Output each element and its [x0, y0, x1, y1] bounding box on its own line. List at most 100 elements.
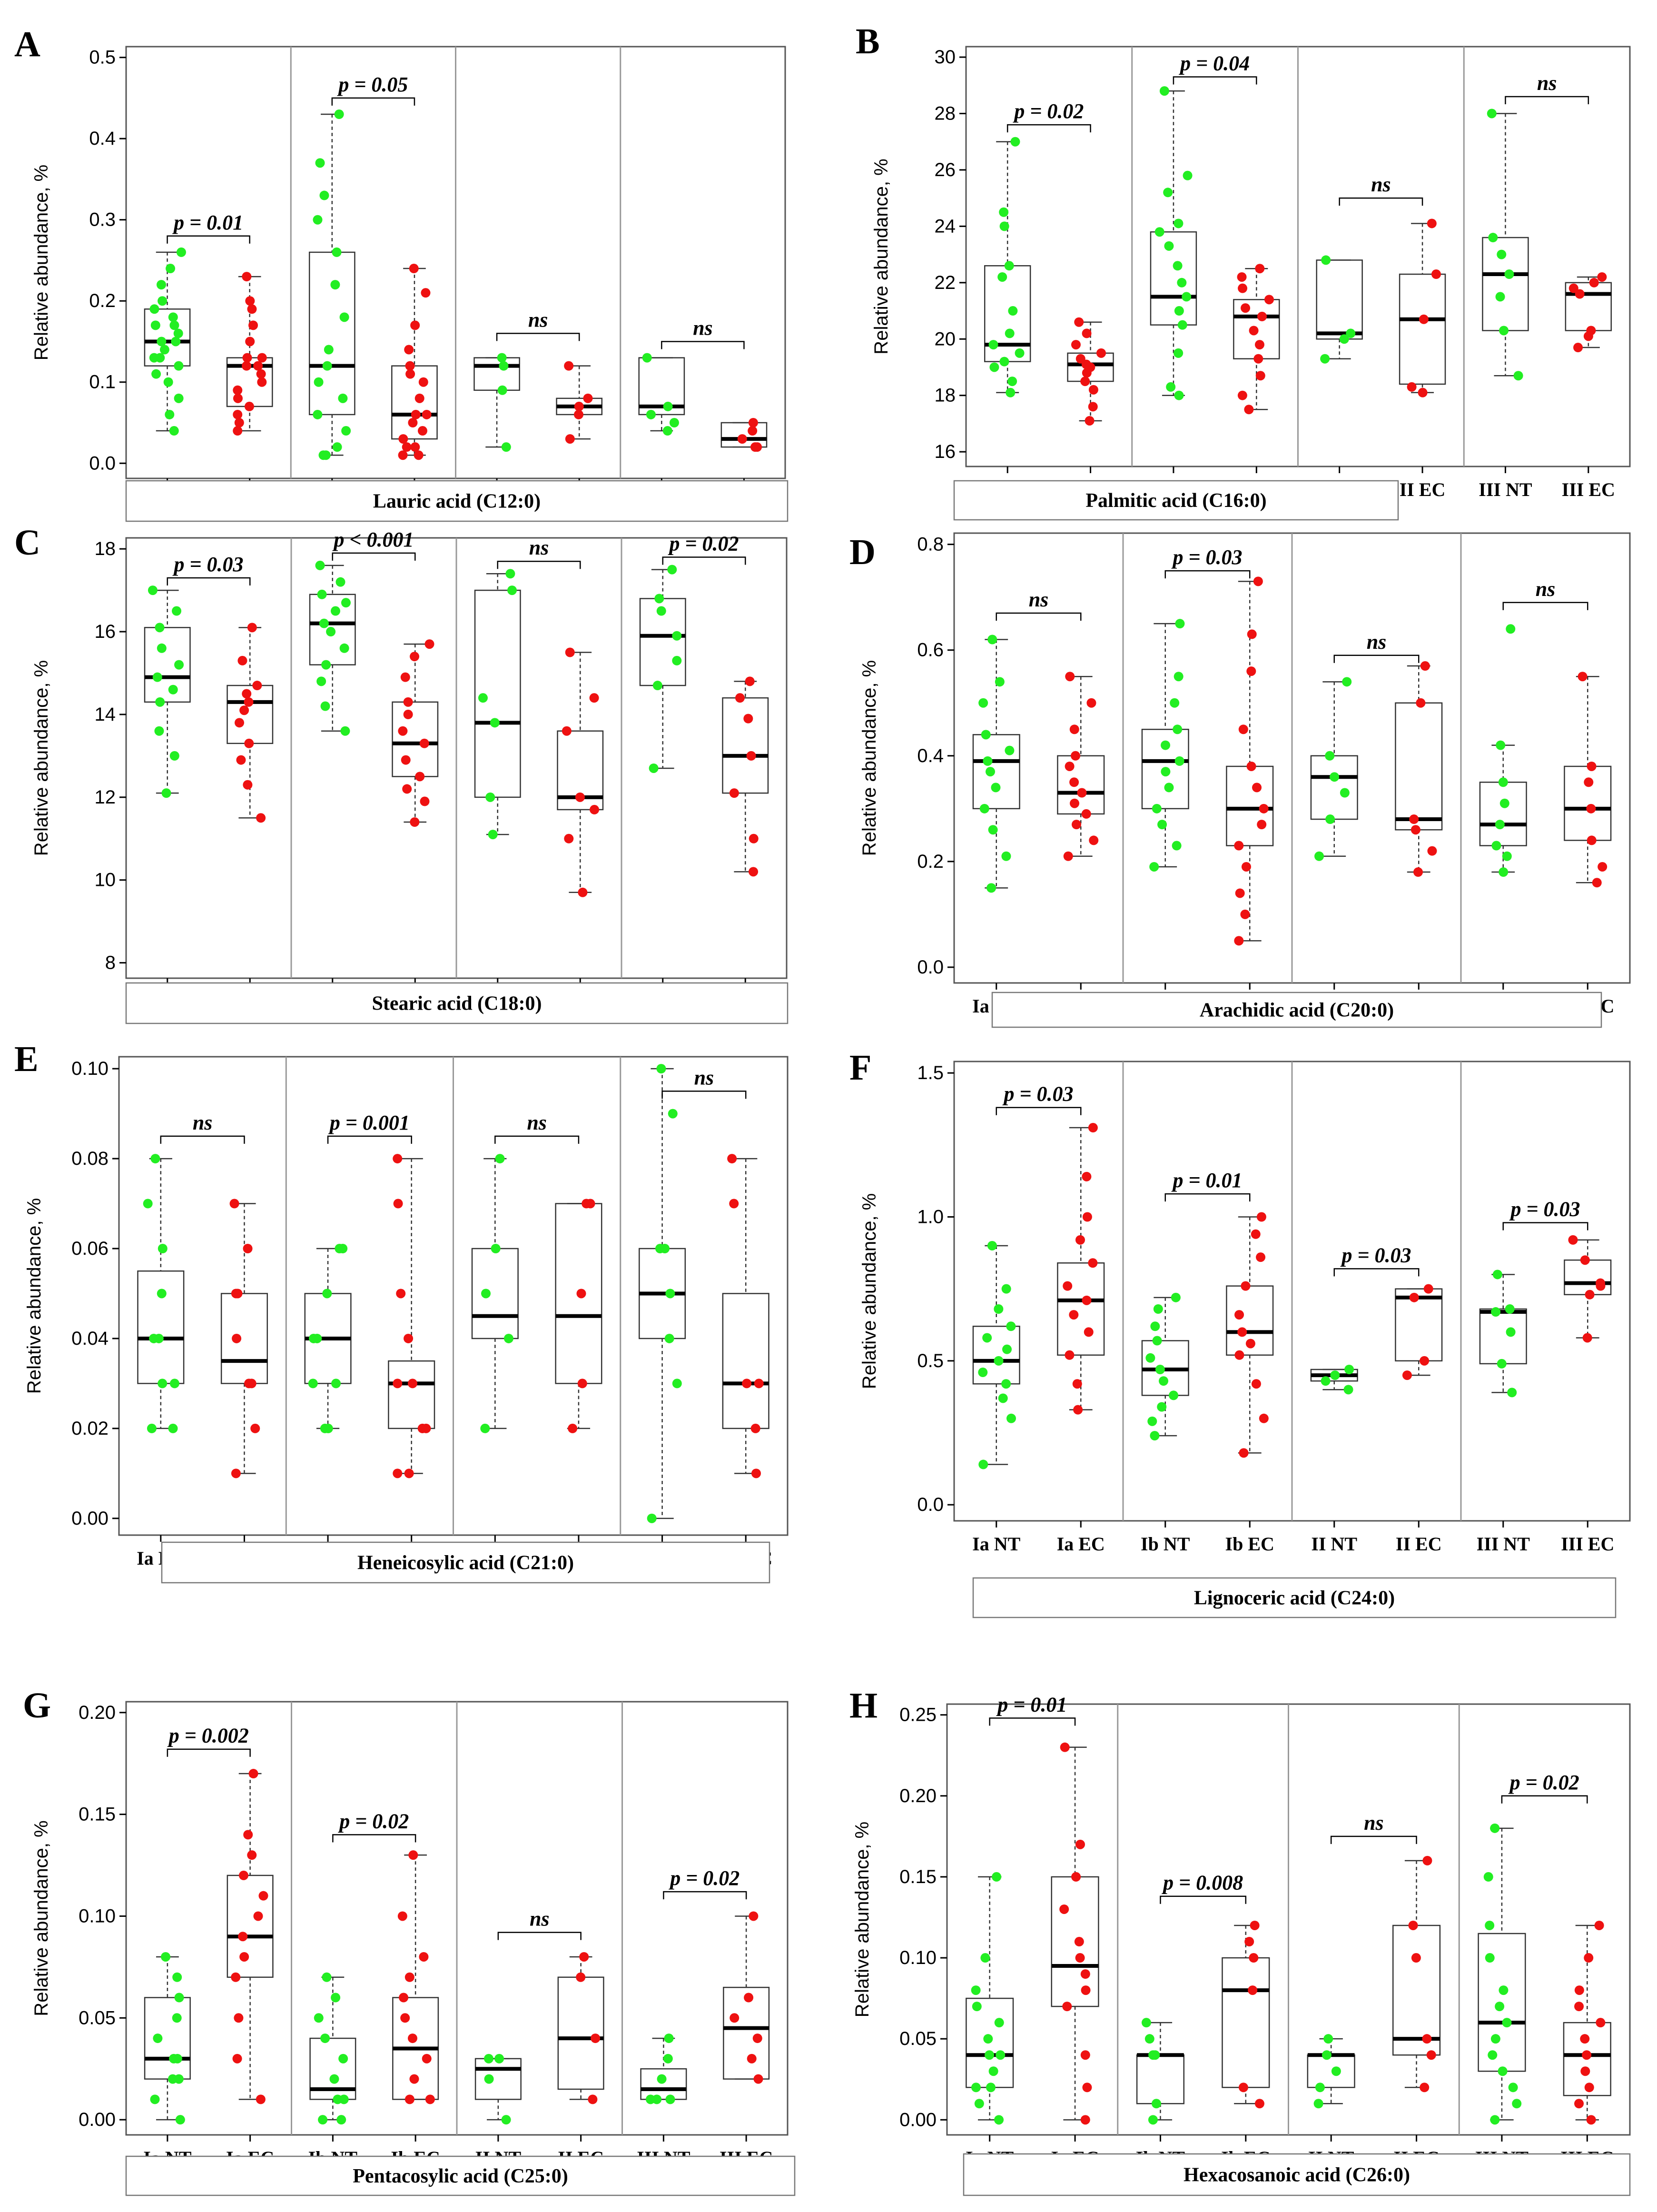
bracket-line — [1006, 124, 1091, 133]
data-point — [163, 377, 173, 387]
data-point — [729, 1199, 739, 1209]
data-point — [168, 1423, 178, 1433]
data-point — [669, 417, 679, 427]
data-point — [169, 1379, 179, 1389]
data-point — [591, 2033, 601, 2043]
data-point — [1339, 334, 1349, 344]
data-point — [247, 1850, 257, 1860]
data-point — [1585, 1290, 1595, 1299]
data-point — [568, 1423, 578, 1433]
data-point — [579, 1952, 589, 1962]
data-point — [590, 804, 600, 814]
y-tick-label: 26 — [935, 159, 956, 180]
data-point — [313, 409, 323, 419]
data-point — [322, 1289, 332, 1299]
data-point — [667, 565, 677, 575]
data-point — [1077, 788, 1087, 798]
data-point — [1250, 1920, 1260, 1930]
data-point — [672, 1379, 682, 1389]
box-ii-ec — [1392, 1855, 1441, 2093]
data-point — [243, 1244, 253, 1254]
data-point — [244, 738, 254, 748]
data-point — [329, 2074, 339, 2084]
data-point — [978, 1368, 988, 1378]
data-point — [1504, 269, 1514, 279]
y-tick-label: 0.10 — [71, 1058, 108, 1079]
data-point — [1004, 261, 1014, 271]
data-point — [1416, 698, 1426, 708]
data-point — [507, 585, 517, 595]
data-point — [746, 751, 756, 761]
data-point — [238, 1932, 248, 1942]
data-point — [1084, 1327, 1094, 1337]
data-point — [1488, 2050, 1498, 2060]
data-point — [972, 2002, 982, 2012]
data-point — [174, 1993, 184, 2003]
title-box — [161, 1541, 770, 1584]
comparison-bracket: ns — [496, 308, 580, 341]
y-tick-label: 0.06 — [71, 1238, 108, 1259]
data-point — [402, 442, 412, 452]
data-point — [1499, 867, 1509, 877]
data-point — [730, 2013, 740, 2023]
box-ia-ec — [1067, 317, 1114, 426]
data-point — [497, 385, 507, 395]
y-tick-label: 18 — [935, 385, 956, 406]
bracket-line — [1502, 1222, 1588, 1230]
iqr-box — [722, 697, 769, 794]
data-point — [1253, 354, 1263, 364]
data-point — [425, 2094, 435, 2104]
box-iii-nt — [1479, 1270, 1527, 1398]
bracket-line — [661, 1091, 747, 1099]
data-point — [1598, 862, 1608, 872]
data-point — [408, 417, 418, 427]
comparison-bracket: ns — [1333, 630, 1420, 663]
data-point — [1161, 740, 1171, 750]
data-point — [248, 320, 258, 330]
box-iii-nt — [640, 2033, 687, 2104]
bracket-line — [167, 235, 250, 244]
y-tick-label: 0.25 — [899, 1705, 937, 1726]
comparison-bracket: ns — [497, 536, 581, 569]
y-tick-label: 28 — [935, 103, 956, 124]
data-point — [1007, 377, 1017, 387]
data-point — [317, 589, 327, 599]
y-tick-label: 0.2 — [917, 851, 944, 872]
comparison-bracket: p = 0.002 — [167, 1724, 251, 1757]
box-ii-ec — [1395, 661, 1443, 877]
data-point — [1174, 218, 1184, 228]
data-point — [1340, 788, 1350, 798]
y-tick-label: 1.5 — [917, 1062, 944, 1083]
data-point — [1069, 777, 1079, 787]
data-point — [1010, 137, 1020, 147]
bracket-line — [332, 552, 416, 561]
data-point — [1485, 1953, 1495, 1963]
data-point — [403, 697, 413, 707]
data-point — [1089, 835, 1099, 845]
data-point — [1330, 1370, 1340, 1380]
panel-title: Lauric acid (C12:0) — [373, 491, 541, 513]
x-category-label: III NT — [1477, 1533, 1530, 1555]
data-point — [665, 1289, 675, 1299]
panel-letter: H — [849, 1686, 878, 1726]
data-point — [986, 2083, 996, 2093]
data-point — [1149, 862, 1159, 872]
data-point — [405, 369, 415, 379]
box-ib-ec — [388, 1154, 435, 1478]
data-point — [672, 631, 682, 641]
box-ii-nt — [473, 353, 520, 452]
data-point — [319, 190, 329, 200]
data-point — [1239, 1448, 1249, 1458]
data-point — [1157, 820, 1167, 830]
box-ib-ec — [1222, 1920, 1270, 2109]
x-category-label: III EC — [1562, 479, 1615, 500]
data-point — [244, 697, 254, 707]
data-point — [1487, 109, 1497, 119]
p-value-label: ns — [1029, 588, 1049, 611]
box-ia-nt — [144, 247, 191, 436]
y-tick-label: 0.00 — [899, 2109, 937, 2130]
bracket-line — [327, 1135, 412, 1144]
box-ib-nt — [1141, 1292, 1189, 1441]
data-point — [501, 2115, 511, 2125]
